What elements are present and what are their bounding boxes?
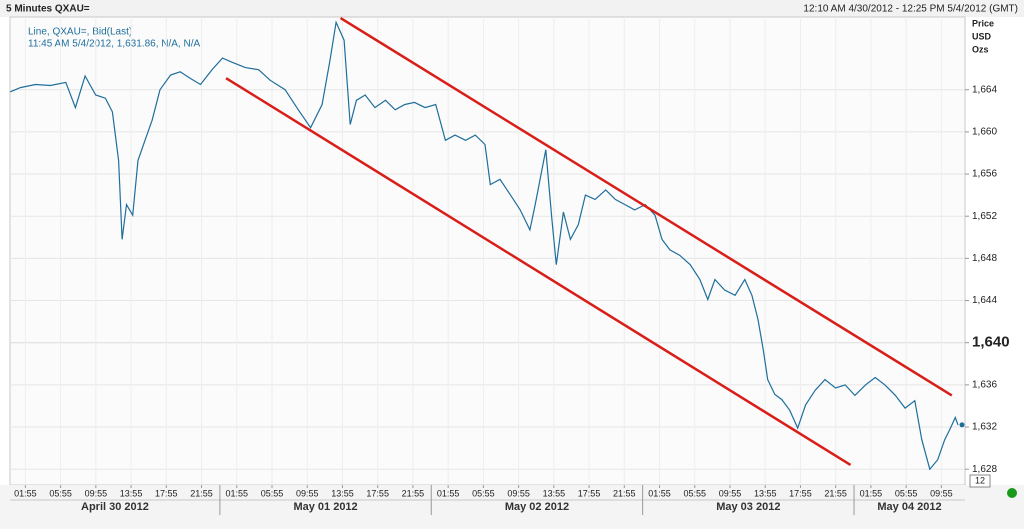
x-tick-label: 09:55 — [296, 488, 319, 498]
header-bar — [0, 0, 1024, 17]
x-tick-label: 05:55 — [472, 488, 495, 498]
y-tick-label: 1,660 — [972, 127, 997, 138]
trend-line — [225, 77, 852, 467]
x-tick-label: 09:55 — [85, 488, 108, 498]
x-tick-label: 09:55 — [930, 488, 953, 498]
trend-line — [339, 16, 953, 397]
day-label: May 03 2012 — [716, 501, 780, 513]
day-label: May 01 2012 — [293, 501, 357, 513]
y-tick-label-major: 1,640 — [972, 334, 1010, 351]
x-tick-label: 01:55 — [14, 488, 37, 498]
y-tick-label: 1,632 — [972, 422, 997, 433]
x-tick-label: 05:55 — [261, 488, 284, 498]
y-tick-label: 1,664 — [972, 84, 997, 95]
x-tick-label: 01:55 — [860, 488, 883, 498]
day-label: May 02 2012 — [505, 501, 569, 513]
day-label: May 04 2012 — [877, 501, 941, 513]
day-label: April 30 2012 — [81, 501, 149, 513]
plot-area — [9, 16, 966, 486]
y-axis-label: Ozs — [972, 44, 989, 54]
x-tick-label: 09:55 — [507, 488, 530, 498]
date-range: 12:10 AM 4/30/2012 - 12:25 PM 5/4/2012 (… — [803, 4, 1018, 15]
status-dot — [1007, 488, 1017, 498]
x-tick-label: 13:55 — [331, 488, 354, 498]
x-tick-label: 17:55 — [155, 488, 178, 498]
y-tick-label: 1,628 — [972, 464, 997, 475]
x-tick-label: 21:55 — [613, 488, 636, 498]
x-tick-label: 09:55 — [719, 488, 742, 498]
x-tick-label: 13:55 — [543, 488, 566, 498]
x-tick-label: 01:55 — [437, 488, 460, 498]
x-tick-label: 05:55 — [683, 488, 706, 498]
y-tick-label: 1,648 — [972, 253, 997, 264]
legend-entry: Line, QXAU=, Bid(Last) — [28, 27, 132, 38]
y-tick-label: 1,652 — [972, 211, 997, 222]
x-tick-label: 21:55 — [402, 488, 425, 498]
y-axis-label: Price — [972, 18, 994, 28]
x-tick-label: 17:55 — [578, 488, 601, 498]
y-axis-label: USD — [972, 31, 992, 41]
y-tick-label: 1,644 — [972, 295, 997, 306]
x-axis-band — [0, 485, 1024, 529]
y-tick-label: 1,656 — [972, 169, 997, 180]
x-tick-label: 17:55 — [789, 488, 812, 498]
x-tick-label: 21:55 — [190, 488, 213, 498]
zoom-box[interactable] — [969, 474, 991, 488]
x-tick-label: 13:55 — [754, 488, 777, 498]
zoom-label[interactable]: 12 — [975, 475, 985, 485]
y-tick-label: 1,636 — [972, 380, 997, 391]
chart-title: 5 Minutes QXAU= — [6, 4, 90, 15]
x-tick-label: 05:55 — [895, 488, 918, 498]
x-tick-label: 05:55 — [49, 488, 72, 498]
x-tick-label: 01:55 — [648, 488, 671, 498]
x-tick-label: 01:55 — [226, 488, 249, 498]
last-price-marker — [959, 422, 965, 428]
price-line — [10, 20, 959, 471]
x-tick-label: 21:55 — [824, 488, 847, 498]
x-tick-label: 17:55 — [366, 488, 389, 498]
x-tick-label: 13:55 — [120, 488, 143, 498]
legend-detail: 11:45 AM 5/4/2012, 1,631.86, N/A, N/A — [28, 39, 200, 50]
